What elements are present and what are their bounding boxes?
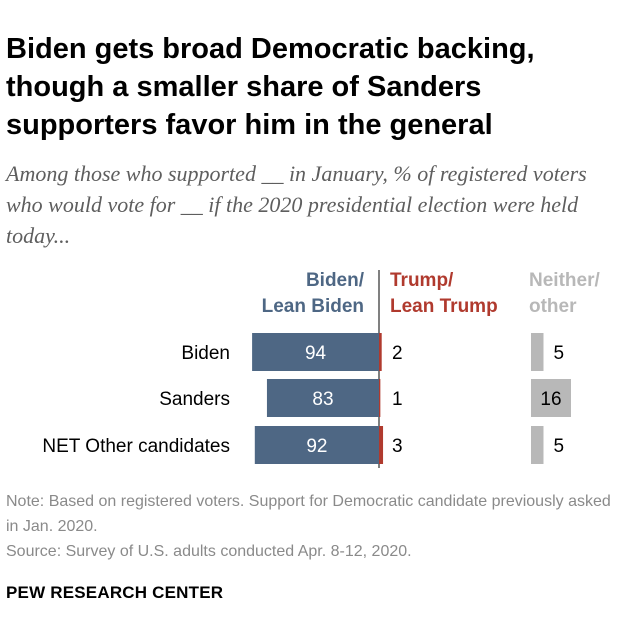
trump-column-header: Trump/Lean Trump (390, 270, 498, 317)
chart-note: Note: Based on registered voters. Suppor… (6, 493, 611, 535)
chart-source: Source: Survey of U.S. adults conducted … (6, 543, 412, 560)
trump-value-net-other-candidates: 3 (392, 436, 403, 457)
category-label-sanders: Sanders (159, 389, 230, 410)
biden-value-biden: 94 (305, 343, 327, 364)
trump-bar-biden (379, 333, 382, 371)
neither-value-biden: 5 (554, 343, 565, 364)
category-label-net-other-candidates: NET Other candidates (42, 436, 230, 457)
trump-bar-sanders (379, 379, 381, 417)
biden-bar-biden (252, 333, 379, 371)
neither-bar-net-other-candidates (531, 426, 544, 464)
neither-bar-biden (531, 333, 544, 371)
biden-value-net-other-candidates: 92 (306, 436, 327, 457)
biden-bar-net-other-candidates (254, 426, 379, 464)
biden-value-sanders: 83 (312, 389, 333, 410)
neither-column-header: Neither/other (529, 270, 600, 317)
trump-bar-net-other-candidates (379, 426, 384, 464)
biden-bar-sanders (266, 379, 379, 417)
category-label-biden: Biden (181, 343, 230, 364)
chart-subtitle: Among those who supported __ in January,… (6, 161, 587, 248)
neither-value-net-other-candidates: 5 (554, 436, 565, 457)
chart-title: Biden gets broad Democratic backing, tho… (6, 33, 535, 141)
neither-bar-sanders (531, 379, 571, 417)
org-name: PEW RESEARCH CENTER (6, 583, 224, 602)
trump-value-sanders: 1 (392, 389, 403, 410)
biden-column-header: Biden/Lean Biden (262, 270, 365, 317)
trump-value-biden: 2 (392, 343, 403, 364)
neither-value-sanders: 16 (540, 389, 561, 410)
bar-chart: Biden/Lean Biden Trump/Lean Trump Neither/… (42, 270, 600, 468)
